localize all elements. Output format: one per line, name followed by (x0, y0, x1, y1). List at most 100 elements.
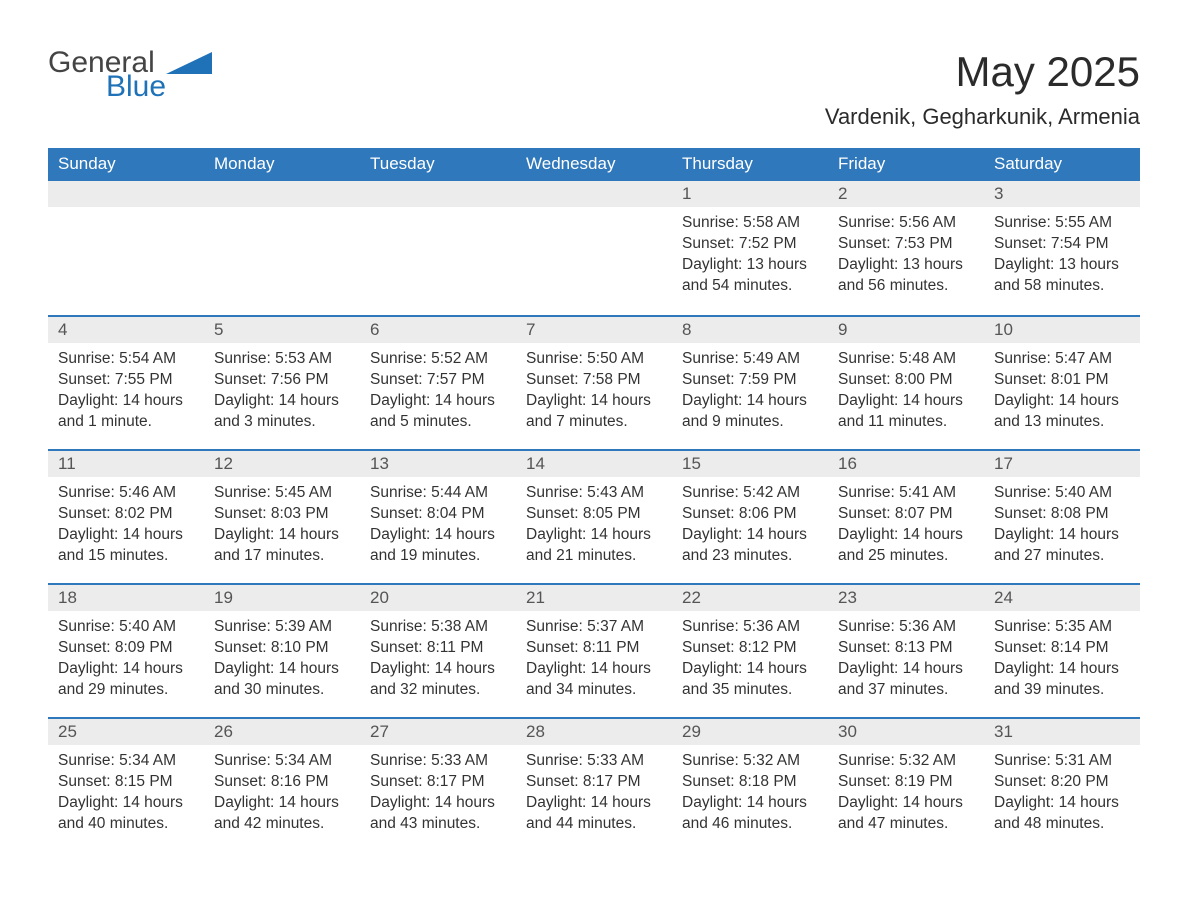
sunrise-line: Sunrise: 5:46 AM (58, 483, 194, 504)
day-number-bar: 9 (828, 315, 984, 343)
calendar-cell: 1Sunrise: 5:58 AMSunset: 7:52 PMDaylight… (672, 181, 828, 315)
daylight-line: Daylight: 14 hours and 27 minutes. (994, 525, 1130, 567)
day-details: Sunrise: 5:42 AMSunset: 8:06 PMDaylight:… (672, 477, 828, 575)
day-details: Sunrise: 5:36 AMSunset: 8:13 PMDaylight:… (828, 611, 984, 709)
day-details: Sunrise: 5:49 AMSunset: 7:59 PMDaylight:… (672, 343, 828, 441)
calendar-body: 1Sunrise: 5:58 AMSunset: 7:52 PMDaylight… (48, 181, 1140, 851)
sunrise-line: Sunrise: 5:50 AM (526, 349, 662, 370)
calendar-cell: 17Sunrise: 5:40 AMSunset: 8:08 PMDayligh… (984, 449, 1140, 583)
sunrise-line: Sunrise: 5:38 AM (370, 617, 506, 638)
sunrise-line: Sunrise: 5:34 AM (214, 751, 350, 772)
day-details: Sunrise: 5:52 AMSunset: 7:57 PMDaylight:… (360, 343, 516, 441)
sunset-line: Sunset: 7:54 PM (994, 234, 1130, 255)
calendar-cell: 11Sunrise: 5:46 AMSunset: 8:02 PMDayligh… (48, 449, 204, 583)
day-number-bar: 5 (204, 315, 360, 343)
sunrise-line: Sunrise: 5:55 AM (994, 213, 1130, 234)
day-number-bar: 11 (48, 449, 204, 477)
sunrise-line: Sunrise: 5:40 AM (58, 617, 194, 638)
sunrise-line: Sunrise: 5:36 AM (838, 617, 974, 638)
day-number-bar: 6 (360, 315, 516, 343)
calendar-cell: 30Sunrise: 5:32 AMSunset: 8:19 PMDayligh… (828, 717, 984, 851)
day-details: Sunrise: 5:46 AMSunset: 8:02 PMDaylight:… (48, 477, 204, 575)
day-details: Sunrise: 5:54 AMSunset: 7:55 PMDaylight:… (48, 343, 204, 441)
daylight-line: Daylight: 14 hours and 11 minutes. (838, 391, 974, 433)
calendar-cell: 19Sunrise: 5:39 AMSunset: 8:10 PMDayligh… (204, 583, 360, 717)
day-number-bar: 23 (828, 583, 984, 611)
day-details: Sunrise: 5:47 AMSunset: 8:01 PMDaylight:… (984, 343, 1140, 441)
sunrise-line: Sunrise: 5:49 AM (682, 349, 818, 370)
calendar-cell: 9Sunrise: 5:48 AMSunset: 8:00 PMDaylight… (828, 315, 984, 449)
day-number-bar: 1 (672, 181, 828, 207)
day-number-bar: 29 (672, 717, 828, 745)
day-details: Sunrise: 5:39 AMSunset: 8:10 PMDaylight:… (204, 611, 360, 709)
sunrise-line: Sunrise: 5:32 AM (682, 751, 818, 772)
weekday-header: Wednesday (516, 148, 672, 181)
day-details: Sunrise: 5:32 AMSunset: 8:18 PMDaylight:… (672, 745, 828, 843)
sunrise-line: Sunrise: 5:32 AM (838, 751, 974, 772)
sunrise-line: Sunrise: 5:54 AM (58, 349, 194, 370)
sunrise-line: Sunrise: 5:53 AM (214, 349, 350, 370)
day-details: Sunrise: 5:34 AMSunset: 8:16 PMDaylight:… (204, 745, 360, 843)
day-number-bar: 2 (828, 181, 984, 207)
daylight-line: Daylight: 14 hours and 42 minutes. (214, 793, 350, 835)
weekday-header: Saturday (984, 148, 1140, 181)
calendar-cell: 26Sunrise: 5:34 AMSunset: 8:16 PMDayligh… (204, 717, 360, 851)
calendar-cell: 14Sunrise: 5:43 AMSunset: 8:05 PMDayligh… (516, 449, 672, 583)
daylight-line: Daylight: 14 hours and 35 minutes. (682, 659, 818, 701)
calendar-cell (204, 181, 360, 315)
calendar-header-row: SundayMondayTuesdayWednesdayThursdayFrid… (48, 148, 1140, 181)
day-details: Sunrise: 5:33 AMSunset: 8:17 PMDaylight:… (516, 745, 672, 843)
daylight-line: Daylight: 14 hours and 30 minutes. (214, 659, 350, 701)
calendar-cell: 23Sunrise: 5:36 AMSunset: 8:13 PMDayligh… (828, 583, 984, 717)
sunrise-line: Sunrise: 5:40 AM (994, 483, 1130, 504)
daylight-line: Daylight: 14 hours and 5 minutes. (370, 391, 506, 433)
sunset-line: Sunset: 8:01 PM (994, 370, 1130, 391)
calendar-cell: 20Sunrise: 5:38 AMSunset: 8:11 PMDayligh… (360, 583, 516, 717)
sunset-line: Sunset: 8:17 PM (370, 772, 506, 793)
calendar-table: SundayMondayTuesdayWednesdayThursdayFrid… (48, 148, 1140, 851)
sunrise-line: Sunrise: 5:36 AM (682, 617, 818, 638)
day-details: Sunrise: 5:34 AMSunset: 8:15 PMDaylight:… (48, 745, 204, 843)
day-number-bar: 30 (828, 717, 984, 745)
daylight-line: Daylight: 14 hours and 15 minutes. (58, 525, 194, 567)
day-details: Sunrise: 5:36 AMSunset: 8:12 PMDaylight:… (672, 611, 828, 709)
sunrise-line: Sunrise: 5:47 AM (994, 349, 1130, 370)
document-header: General Blue May 2025 Vardenik, Gegharku… (48, 48, 1140, 130)
calendar-cell (516, 181, 672, 315)
day-details: Sunrise: 5:40 AMSunset: 8:09 PMDaylight:… (48, 611, 204, 709)
calendar-cell: 8Sunrise: 5:49 AMSunset: 7:59 PMDaylight… (672, 315, 828, 449)
daylight-line: Daylight: 14 hours and 47 minutes. (838, 793, 974, 835)
day-number-bar: 26 (204, 717, 360, 745)
sunrise-line: Sunrise: 5:56 AM (838, 213, 974, 234)
day-details: Sunrise: 5:41 AMSunset: 8:07 PMDaylight:… (828, 477, 984, 575)
day-details: Sunrise: 5:56 AMSunset: 7:53 PMDaylight:… (828, 207, 984, 305)
day-number-bar: 10 (984, 315, 1140, 343)
location-subtitle: Vardenik, Gegharkunik, Armenia (825, 104, 1140, 130)
day-details: Sunrise: 5:32 AMSunset: 8:19 PMDaylight:… (828, 745, 984, 843)
daylight-line: Daylight: 14 hours and 19 minutes. (370, 525, 506, 567)
weekday-header: Tuesday (360, 148, 516, 181)
sunrise-line: Sunrise: 5:37 AM (526, 617, 662, 638)
sunrise-line: Sunrise: 5:34 AM (58, 751, 194, 772)
calendar-cell: 28Sunrise: 5:33 AMSunset: 8:17 PMDayligh… (516, 717, 672, 851)
sunset-line: Sunset: 8:00 PM (838, 370, 974, 391)
sunset-line: Sunset: 8:12 PM (682, 638, 818, 659)
day-details: Sunrise: 5:37 AMSunset: 8:11 PMDaylight:… (516, 611, 672, 709)
day-number-bar-empty (204, 181, 360, 207)
sunset-line: Sunset: 7:57 PM (370, 370, 506, 391)
logo-line2: Blue (106, 72, 166, 102)
day-details: Sunrise: 5:43 AMSunset: 8:05 PMDaylight:… (516, 477, 672, 575)
day-details: Sunrise: 5:55 AMSunset: 7:54 PMDaylight:… (984, 207, 1140, 305)
calendar-cell: 21Sunrise: 5:37 AMSunset: 8:11 PMDayligh… (516, 583, 672, 717)
sunrise-line: Sunrise: 5:45 AM (214, 483, 350, 504)
sunset-line: Sunset: 8:07 PM (838, 504, 974, 525)
sunset-line: Sunset: 7:52 PM (682, 234, 818, 255)
daylight-line: Daylight: 14 hours and 40 minutes. (58, 793, 194, 835)
day-number-bar: 14 (516, 449, 672, 477)
day-number-bar-empty (48, 181, 204, 207)
day-number-bar: 27 (360, 717, 516, 745)
sunset-line: Sunset: 7:53 PM (838, 234, 974, 255)
daylight-line: Daylight: 14 hours and 23 minutes. (682, 525, 818, 567)
sunset-line: Sunset: 8:05 PM (526, 504, 662, 525)
calendar-week-row: 25Sunrise: 5:34 AMSunset: 8:15 PMDayligh… (48, 717, 1140, 851)
